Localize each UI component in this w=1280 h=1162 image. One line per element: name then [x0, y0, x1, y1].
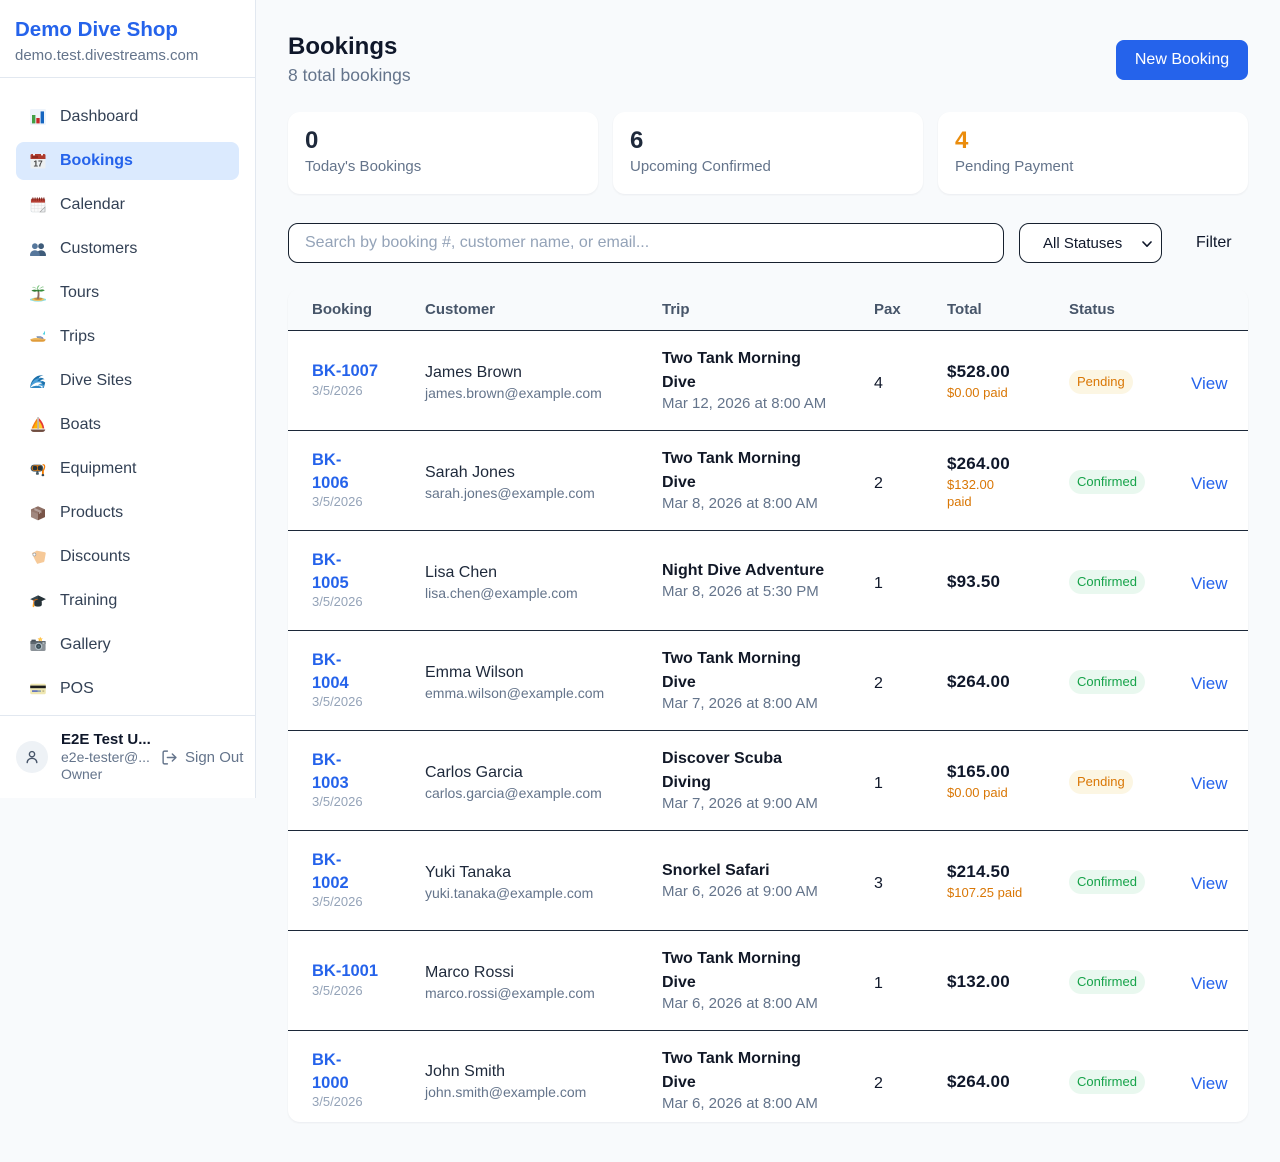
svg-text:17: 17 — [33, 159, 43, 169]
